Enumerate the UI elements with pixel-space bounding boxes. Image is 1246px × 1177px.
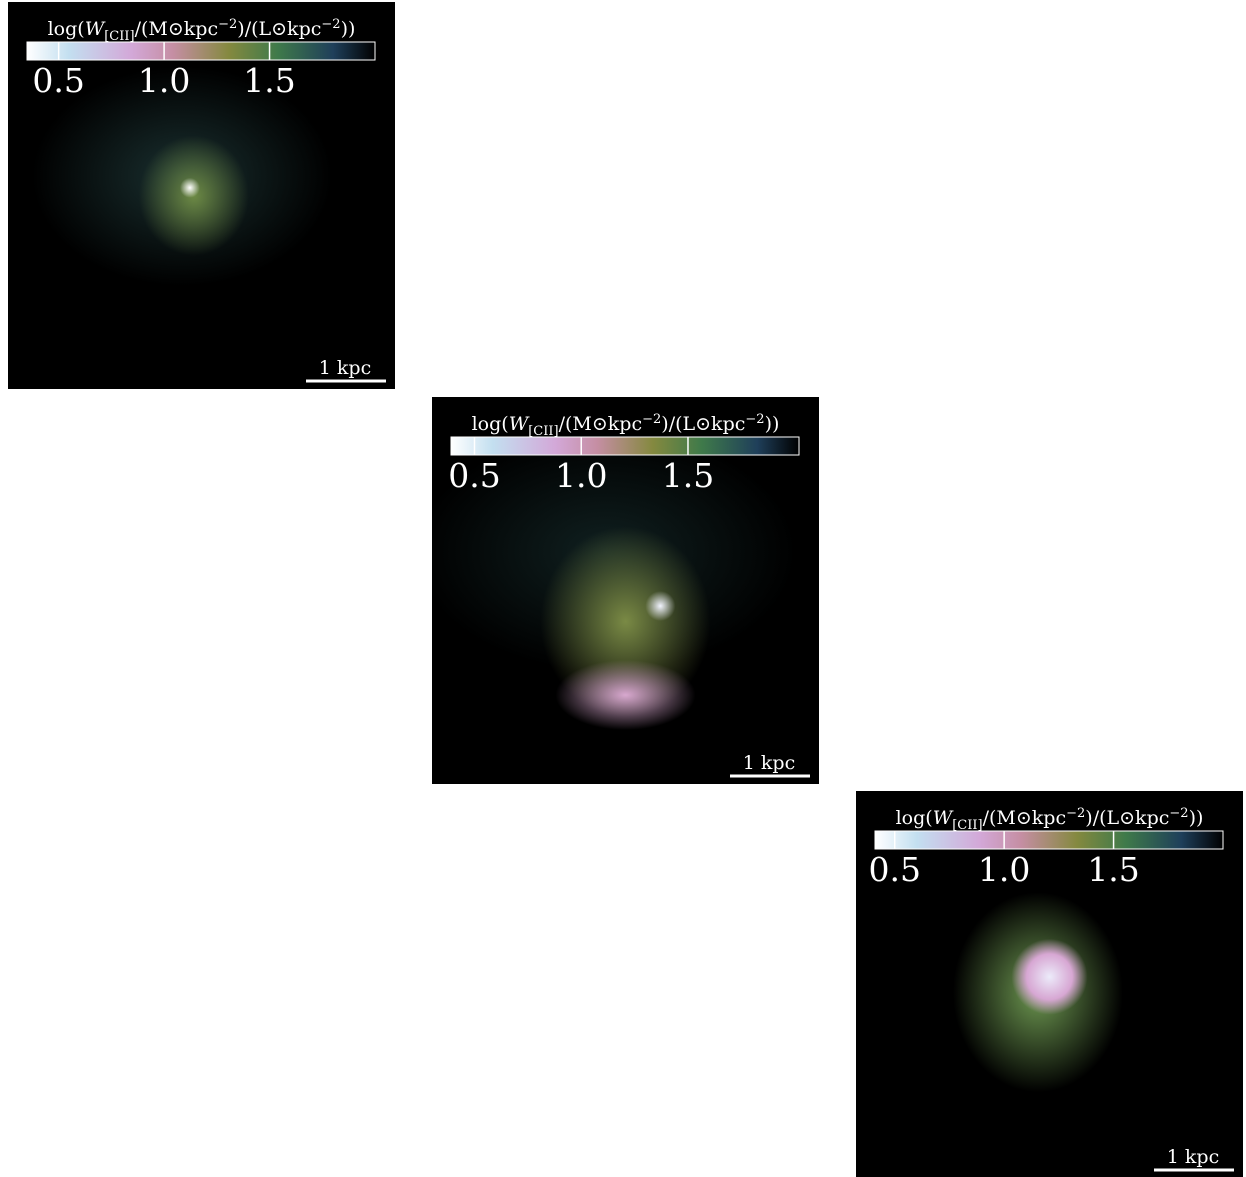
label-part: −2 (642, 412, 661, 427)
colorbar-label: log(W[CII]/(M⊙kpc−2)/(L⊙kpc−2)) (48, 17, 356, 44)
colorbar-label: log(W[CII]/(M⊙kpc−2)/(L⊙kpc−2)) (472, 412, 780, 439)
image-panel: 0.5 1.0 1.5 log(W[CII]/(M⊙kpc−2)/(L⊙kpc−2))… (856, 791, 1243, 1177)
panel-overlay: 0.5 1.0 1.5log(W[CII]/(M⊙kpc−2)/(L⊙kpc−2))… (868, 806, 1234, 1172)
label-part: [CII] (528, 424, 558, 439)
colorbar-tick-label: 0.5 (32, 61, 84, 100)
scale-bar-label: 1 kpc (1167, 1146, 1219, 1168)
label-part: log( (48, 18, 85, 40)
label-part: −2 (745, 412, 764, 427)
label-part: [CII] (952, 818, 982, 833)
label-part: )/(L⊙kpc (237, 18, 321, 40)
colorbar-gradient (27, 42, 375, 60)
scale-bar-label: 1 kpc (743, 752, 795, 774)
label-part: )/(L⊙kpc (661, 413, 745, 435)
colorbar-tick-label: 0.5 (448, 456, 500, 495)
panel-overlay: 0.5 1.0 1.5log(W[CII]/(M⊙kpc−2)/(L⊙kpc−2))… (448, 412, 810, 778)
label-part: −2 (218, 17, 237, 32)
label-part: /(M⊙kpc (135, 18, 219, 40)
label-part: log( (472, 413, 509, 435)
label-part: /(M⊙kpc (983, 807, 1067, 829)
scale-bar-label: 1 kpc (319, 357, 371, 379)
label-part: )) (1189, 807, 1204, 829)
colorbar-fill (27, 42, 375, 60)
label-part: W (933, 807, 954, 829)
colorbar-tick-label: 0.5 (868, 850, 920, 889)
label-part: )/(L⊙kpc (1085, 807, 1169, 829)
label-part: W (509, 413, 530, 435)
colorbar-tick-label: 1.5 (1087, 850, 1139, 889)
colorbar-tick-label: 1.5 (243, 61, 295, 100)
label-part: −2 (1169, 806, 1188, 821)
label-part: −2 (1066, 806, 1085, 821)
label-part: /(M⊙kpc (559, 413, 643, 435)
label-part: log( (896, 807, 933, 829)
image-panel: 0.5 1.0 1.5 log(W[CII]/(M⊙kpc−2)/(L⊙kpc−2))… (432, 397, 819, 784)
colorbar-gradient (875, 831, 1223, 849)
colorbar-label: log(W[CII]/(M⊙kpc−2)/(L⊙kpc−2)) (896, 806, 1204, 833)
colorbar-tick-label: 1.0 (138, 61, 190, 100)
label-part: )) (765, 413, 780, 435)
label-part: −2 (321, 17, 340, 32)
colorbar-frame (26, 41, 376, 61)
colorbar-fill (451, 437, 799, 455)
colorbar-tick-label: 1.5 (662, 456, 714, 495)
label-part: [CII] (104, 29, 134, 44)
colorbar-tick-label: 1.0 (978, 850, 1030, 889)
label-part: W (85, 18, 106, 40)
panel-overlay: 0.5 1.0 1.5log(W[CII]/(M⊙kpc−2)/(L⊙kpc−2))… (26, 17, 386, 383)
colorbar-gradient (451, 437, 799, 455)
colorbar-fill (875, 831, 1223, 849)
image-panel: 0.5 1.0 1.5 log(W[CII]/(M⊙kpc−2)/(L⊙kpc−2))… (8, 2, 395, 389)
colorbar-frame (874, 830, 1224, 850)
label-part: )) (341, 18, 356, 40)
colorbar-tick-label: 1.0 (555, 456, 607, 495)
colorbar-frame (450, 436, 800, 456)
